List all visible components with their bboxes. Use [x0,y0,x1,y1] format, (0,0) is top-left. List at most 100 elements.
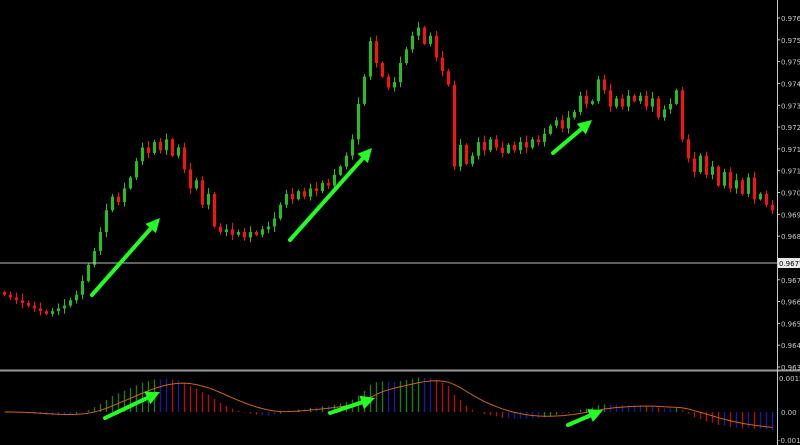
candle [609,83,612,112]
candle-body [69,300,72,306]
indicator-signal-line [4,380,773,428]
candle-body [435,35,438,58]
candle [225,224,228,236]
candle-body [399,62,402,83]
candle [279,202,282,221]
candle [771,199,774,215]
candle-body [225,229,228,233]
candle-body [213,193,216,227]
candle [549,124,552,136]
candle-body [543,133,546,143]
candle [345,152,348,170]
candle-body [111,196,114,211]
candle [747,173,750,198]
candle [681,86,684,142]
candle [93,247,96,268]
candle-body [153,142,156,153]
candle [483,135,486,156]
candle-body [33,305,36,309]
candle-body [525,142,528,148]
candle-body [99,232,102,252]
price-tick-label: 0.97345 [781,102,800,110]
candle [177,144,180,159]
candle-body [453,84,456,167]
candle-body [747,177,750,194]
current-price-box [778,258,800,268]
candle-body [573,112,576,118]
candle [63,299,66,314]
candle [477,137,480,160]
price-tick-label: 0.96465 [781,342,800,350]
candle-body [165,139,168,151]
price-tick-label: 0.97025 [781,190,800,198]
candle [711,160,714,180]
candle [513,141,516,153]
candle [429,32,432,47]
candle [657,95,660,120]
indicator-tick-zero: 0.00 [781,409,797,417]
candle-body [447,71,450,85]
candle-body [63,305,66,309]
candle-body [459,144,462,167]
candle-body [765,193,768,205]
price-tick-label: 0.96945 [781,211,800,219]
candle-body [477,142,480,156]
candle-body [135,161,138,178]
candle-body [141,147,144,162]
arrow-up-icon [328,395,375,415]
price-tick-label: 0.96705 [781,277,800,285]
candle-body [345,155,348,167]
candle [105,203,108,238]
candle [441,50,444,77]
candle [699,153,702,175]
candle [567,110,570,134]
candle [435,30,438,62]
candle-body [675,90,678,104]
candle-body [531,139,534,148]
candle [369,37,372,80]
candle-body [291,193,294,200]
candle [627,89,630,112]
candle [273,211,276,232]
candle-body [231,229,234,235]
candle-body [411,35,414,50]
arrow-up-icon [288,148,372,242]
candle-body [303,191,306,197]
candle [405,46,408,65]
candle-body [753,177,756,200]
price-tick-label: 0.96385 [781,364,800,372]
candle [165,133,168,155]
candle [81,275,84,300]
candle [39,302,42,316]
candle-body [681,90,684,140]
candle [111,194,114,213]
candle [633,94,636,103]
candle-body [651,98,654,107]
price-tick-label: 0.97185 [781,146,800,154]
candle-body [333,174,336,186]
candle [693,151,696,178]
candle-body [405,49,408,63]
candle [195,177,198,191]
candle [765,190,768,208]
price-tick-label: 0.97505 [781,59,800,67]
candle-body [429,35,432,44]
candle-body [273,218,276,227]
candle-body [639,95,642,102]
candle [723,168,726,189]
candle [663,105,666,121]
price-tick-label: 0.97585 [781,37,800,45]
candle [309,183,312,201]
candle [291,188,294,204]
candle [321,180,324,194]
candle [423,25,426,46]
candle [261,226,264,238]
candle [231,222,234,240]
indicator-tick-top: 0.00154 [779,375,800,383]
current-price-label: 0.96770 [779,260,800,268]
candle-body [741,180,744,194]
candle [639,92,642,104]
candle-body [363,76,366,104]
